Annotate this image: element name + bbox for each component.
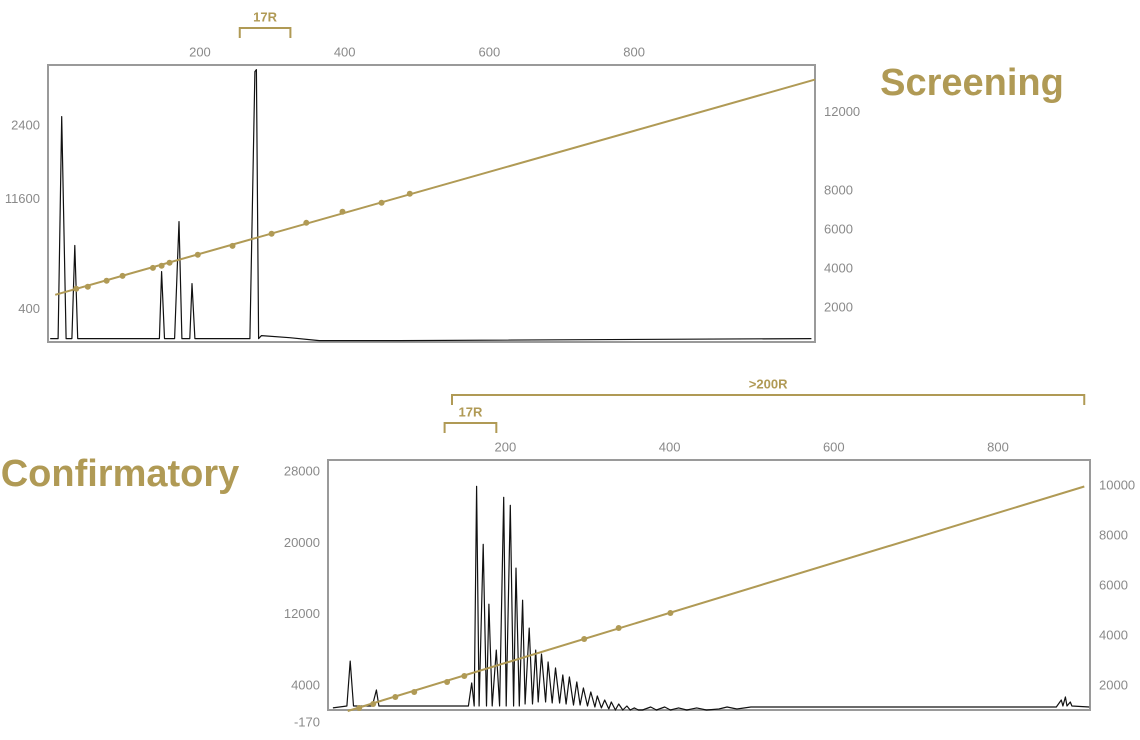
- chart-title: Confirmatory: [1, 453, 240, 495]
- size-marker: [229, 242, 236, 249]
- size-marker: [378, 199, 385, 206]
- size-marker: [158, 262, 165, 269]
- plot-frame: [47, 64, 816, 343]
- size-marker: [411, 689, 418, 695]
- trace-line: [332, 485, 1090, 711]
- size-marker: [268, 230, 275, 237]
- x-tick-label: 600: [479, 44, 501, 59]
- size-marker: [667, 610, 674, 616]
- y2-tick-label: 4000: [824, 260, 853, 275]
- size-marker: [84, 283, 91, 290]
- bracket-label: 17R: [253, 9, 277, 24]
- y2-tick-label: 6000: [824, 221, 853, 236]
- x-tick-label: 800: [987, 439, 1009, 454]
- size-marker: [73, 285, 80, 292]
- y2-tick-label: 2000: [824, 299, 853, 314]
- size-marker: [461, 673, 468, 679]
- size-marker: [119, 272, 126, 279]
- size-marker: [194, 251, 201, 258]
- fit-line: [347, 485, 1085, 712]
- bracket-label: >200R: [749, 376, 788, 391]
- size-marker: [166, 259, 173, 266]
- x-tick-label: 200: [495, 439, 517, 454]
- size-marker: [339, 208, 346, 215]
- bracket: [443, 422, 498, 433]
- size-marker: [303, 219, 310, 226]
- bracket: [238, 27, 292, 38]
- y-tick-label: 28000: [284, 463, 320, 478]
- y-tick-label: 4000: [291, 677, 320, 692]
- size-marker: [370, 701, 377, 707]
- x-tick-label: 400: [334, 44, 356, 59]
- fit-line: [54, 78, 816, 296]
- size-marker: [581, 636, 588, 642]
- y2-tick-label: 8000: [824, 182, 853, 197]
- y-tick-label: -170: [294, 715, 320, 730]
- x-tick-label: 400: [659, 439, 681, 454]
- size-marker: [444, 679, 451, 685]
- bracket: [450, 394, 1086, 405]
- trace-line: [50, 69, 812, 342]
- chart-title: Screening: [880, 62, 1064, 104]
- y-tick-label: 11600: [5, 191, 40, 206]
- size-marker: [615, 625, 622, 631]
- x-tick-label: 200: [189, 44, 211, 59]
- y2-tick-label: 2000: [1099, 677, 1128, 692]
- size-marker: [406, 190, 413, 197]
- y-tick-label: 12000: [284, 606, 320, 621]
- plot-frame: [327, 459, 1091, 711]
- y2-tick-label: 4000: [1099, 627, 1128, 642]
- y2-tick-label: 12000: [824, 104, 860, 119]
- y2-tick-label: 8000: [1099, 527, 1128, 542]
- size-marker: [356, 705, 363, 711]
- bracket-label: 17R: [459, 404, 483, 419]
- x-tick-label: 600: [823, 439, 845, 454]
- y-tick-label: 2400: [11, 117, 40, 132]
- y-tick-label: 400: [18, 301, 40, 316]
- size-marker: [392, 694, 399, 700]
- size-marker: [103, 277, 110, 284]
- size-marker: [149, 264, 156, 271]
- y2-tick-label: 6000: [1099, 577, 1128, 592]
- x-tick-label: 800: [623, 44, 645, 59]
- y-tick-label: 20000: [284, 535, 320, 550]
- y2-tick-label: 10000: [1099, 477, 1135, 492]
